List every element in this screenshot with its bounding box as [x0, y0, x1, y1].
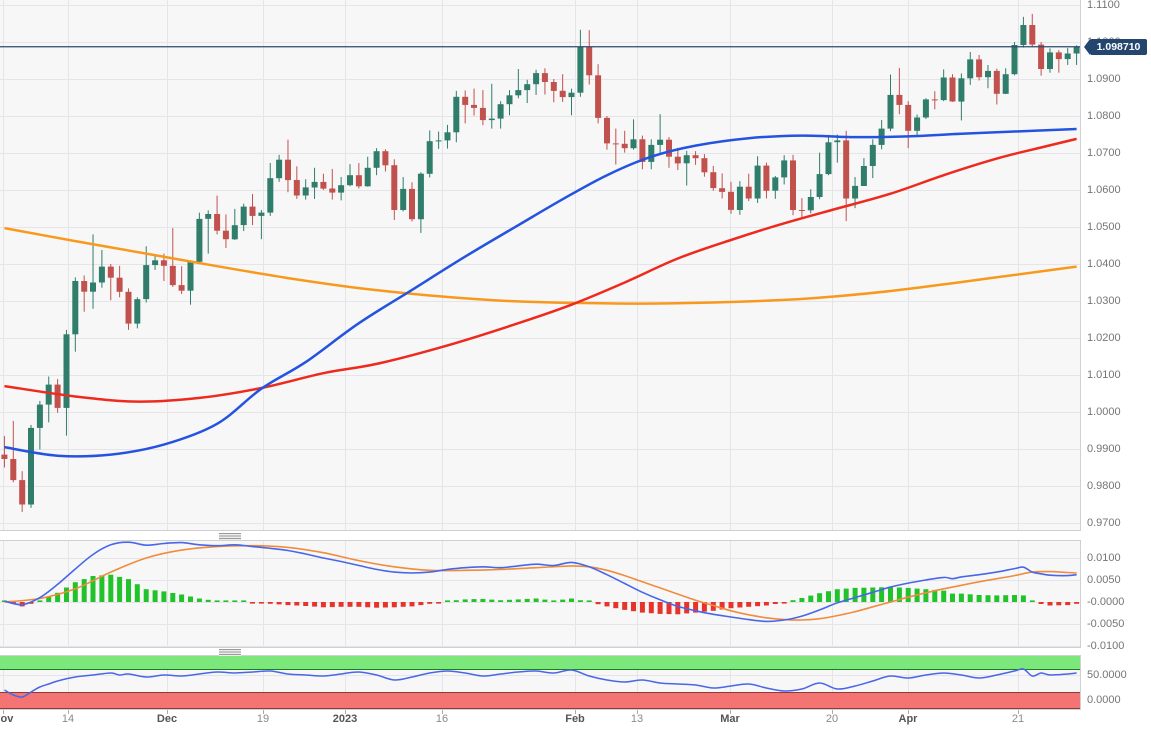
time-axis-label: Apr: [898, 713, 918, 725]
time-axis-label: Feb: [565, 713, 585, 725]
overbought-zone: [0, 655, 1081, 670]
time-axis-label: Nov: [0, 713, 14, 725]
time-axis-tick: [1018, 710, 1019, 714]
time-axis-tick: [637, 710, 638, 714]
grid-layer: [0, 540, 1081, 648]
macd-axis-label: 0.0050: [1087, 573, 1121, 586]
time-axis-label: 13: [630, 713, 644, 725]
time-axis-tick: [442, 710, 443, 714]
oscillator-axis-label: 0.0000: [1087, 693, 1121, 706]
oversold-zone: [0, 692, 1081, 709]
grid-layer: [0, 0, 1081, 531]
price-axis-label: 0.9900: [1087, 442, 1121, 455]
time-axis-label: Mar: [720, 713, 740, 725]
oscillator-panel-canvas[interactable]: [0, 655, 1081, 710]
price-axis-label: 1.0300: [1087, 294, 1121, 307]
price-chart-canvas[interactable]: [0, 0, 1081, 531]
macd-panel-canvas[interactable]: [0, 540, 1081, 648]
macd-axis-label: -0.0000: [1087, 595, 1125, 608]
price-axis-label: 1.0900: [1087, 72, 1121, 85]
time-axis-tick: [832, 710, 833, 714]
price-axis-label: 1.0800: [1087, 109, 1121, 122]
ma-fast: [4, 127, 1077, 458]
macd-axis-label: -0.0050: [1087, 617, 1125, 630]
price-axis-label: 1.0000: [1087, 405, 1121, 418]
price-axis-label: 1.0100: [1087, 368, 1121, 381]
oscillator-axis-label: 50.0000: [1087, 668, 1127, 681]
time-axis-tick: [575, 710, 576, 714]
last-price-tag: 1.098710: [1090, 39, 1147, 55]
time-axis-label: 19: [256, 713, 270, 725]
ma-mid: [4, 137, 1077, 403]
time-axis-tick: [730, 710, 731, 714]
price-axis-label: 1.1100: [1087, 0, 1120, 11]
macd-axis-label: 0.0100: [1087, 551, 1121, 564]
price-axis-label: 1.0700: [1087, 146, 1121, 159]
macd-axis-label: -0.0100: [1087, 639, 1125, 652]
macd-main-line: [4, 541, 1077, 623]
price-axis-label: 0.9700: [1087, 516, 1121, 529]
time-axis-tick: [167, 710, 168, 714]
ma-slow: [4, 226, 1077, 305]
panel-resize-handle[interactable]: [219, 533, 241, 540]
time-axis-label: 21: [1011, 713, 1025, 725]
oscillator-line-layer: [4, 668, 1077, 698]
time-axis-label: Dec: [156, 713, 178, 725]
price-axis-label: 1.0600: [1087, 183, 1121, 196]
panel-resize-handle[interactable]: [219, 649, 241, 656]
time-axis-tick: [68, 710, 69, 714]
time-axis-label: 14: [61, 713, 75, 725]
price-tag-arrow-icon: [1084, 39, 1090, 55]
macd-signal: [4, 544, 1077, 621]
time-axis-tick: [345, 710, 346, 714]
macd-line: [4, 541, 1077, 623]
time-axis-tick: [908, 710, 909, 714]
price-axis-label: 1.0200: [1087, 331, 1121, 344]
ma-fast-line: [4, 127, 1077, 458]
ma-slow-line: [4, 226, 1077, 305]
time-axis-tick: [3, 710, 4, 714]
time-axis-tick: [263, 710, 264, 714]
oscillator-line: [4, 668, 1077, 698]
price-axis-label: 0.9800: [1087, 479, 1121, 492]
time-axis-label: 16: [435, 713, 449, 725]
time-axis-label: 20: [825, 713, 839, 725]
price-axis-label: 1.0500: [1087, 220, 1121, 233]
macd-signal-line: [4, 544, 1077, 621]
ma-mid-line: [4, 137, 1077, 403]
price-axis-label: 1.0400: [1087, 257, 1121, 270]
time-axis-label: 2023: [332, 713, 358, 725]
